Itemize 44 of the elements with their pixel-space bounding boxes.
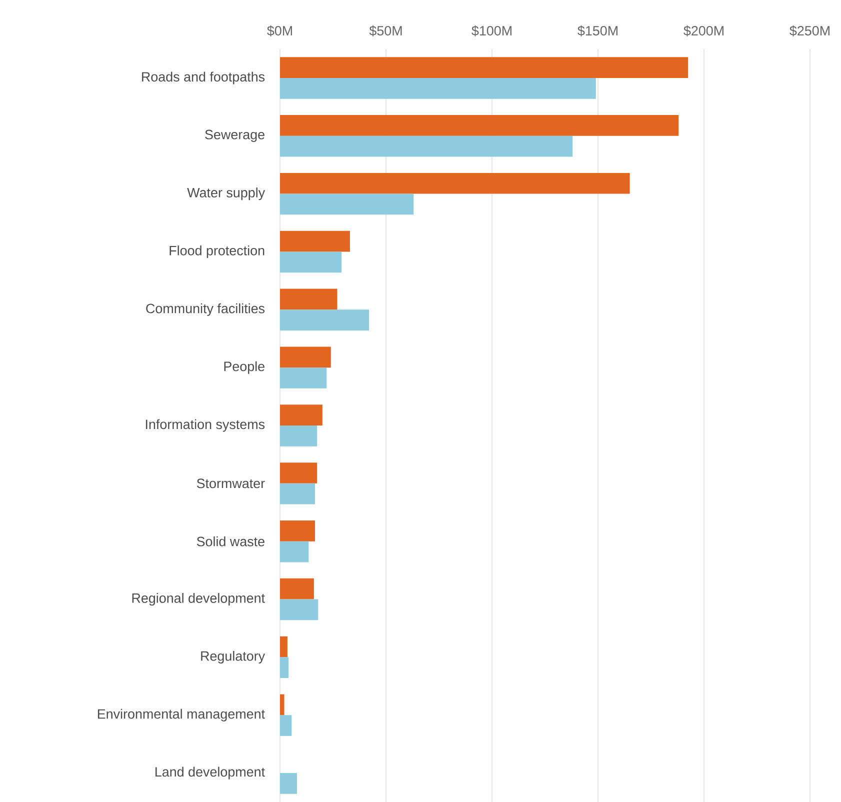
bar — [280, 636, 288, 658]
y-tick-label: Regulatory — [201, 650, 266, 664]
y-tick-label: Land development — [156, 766, 265, 780]
y-tick-label: People — [224, 361, 264, 374]
bar — [280, 368, 327, 388]
bar — [280, 310, 370, 331]
y-tick-label: Flood protection — [170, 245, 264, 258]
bar — [280, 541, 309, 562]
y-tick-label: Solid waste — [196, 536, 264, 546]
y-tick-label: Regional development — [132, 593, 265, 606]
bar — [280, 252, 342, 273]
bar — [280, 346, 331, 368]
bar — [280, 115, 679, 136]
y-tick-label: Roads and footpaths — [142, 72, 265, 84]
y-tick-label: Water supply — [187, 188, 266, 200]
x-tick-label: $200M — [684, 25, 724, 36]
x-tick-label: $100M — [472, 25, 512, 36]
y-tick-label: Information systems — [146, 419, 265, 432]
bar — [280, 426, 318, 446]
bar — [280, 194, 414, 215]
y-tick-label: Community facilities — [146, 303, 265, 316]
bar — [280, 599, 318, 620]
bar — [280, 715, 292, 736]
y-tick-label: Environmental management — [98, 708, 265, 722]
bar — [280, 483, 315, 504]
bar — [280, 657, 288, 678]
y-tick-label: Sewerage — [205, 130, 264, 142]
x-tick-label: $250M — [790, 25, 830, 36]
bar — [280, 694, 284, 716]
bar — [280, 78, 596, 99]
bar — [280, 520, 315, 542]
bar — [280, 462, 318, 484]
y-tick-label: Stormwater — [196, 478, 265, 488]
x-tick-label: $150M — [578, 25, 618, 36]
bar — [280, 172, 630, 194]
bar — [280, 230, 350, 252]
bar — [280, 136, 573, 157]
x-tick-label: $0M — [267, 25, 292, 36]
bar — [280, 288, 338, 310]
bar — [280, 57, 688, 78]
bar — [280, 773, 297, 794]
bar — [280, 578, 314, 600]
x-tick-label: $50M — [369, 25, 402, 36]
bar — [280, 404, 322, 426]
